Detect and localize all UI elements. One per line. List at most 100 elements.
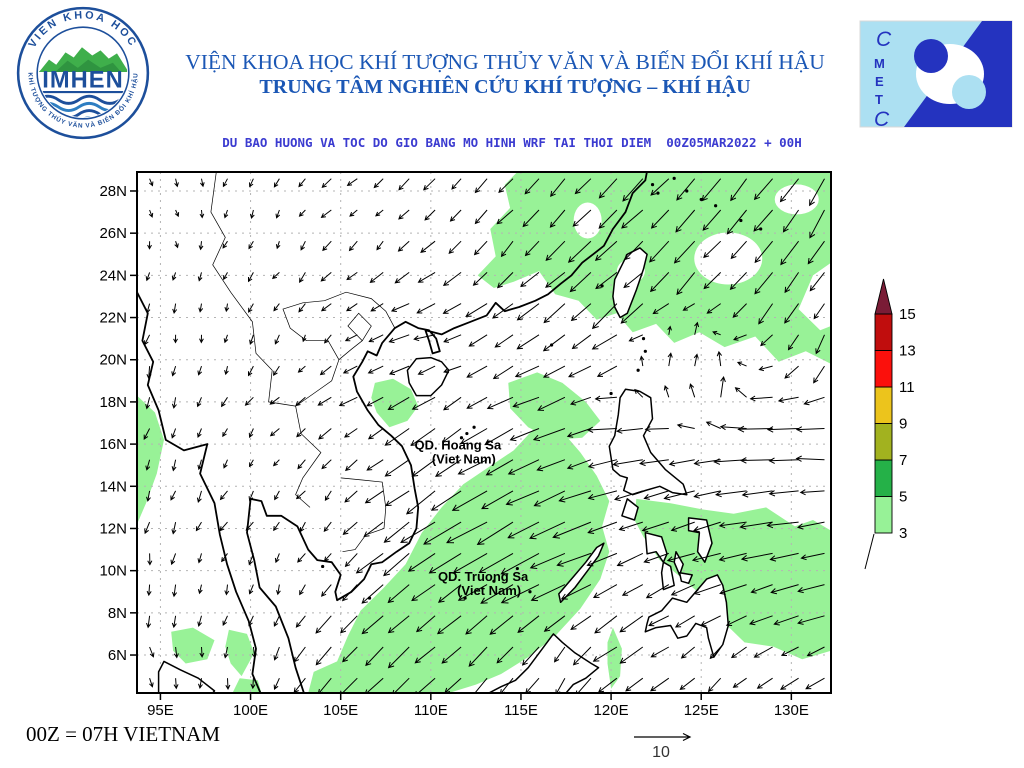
wind-arrow <box>784 303 800 324</box>
wind-arrow <box>725 615 747 626</box>
wind-arrow <box>249 178 254 188</box>
colorbar-label: 13 <box>899 343 916 360</box>
wind-arrow <box>543 615 566 632</box>
cmetc-letters: C M E T C <box>874 28 892 131</box>
wind-arrow <box>616 427 643 434</box>
wind-arrow <box>618 521 643 532</box>
wind-arrow <box>385 490 410 507</box>
wind-arrow <box>587 490 618 501</box>
small-island <box>609 391 613 396</box>
wind-arrow <box>542 365 566 378</box>
wind-arrow <box>376 240 384 251</box>
grid-layer <box>137 172 831 693</box>
wind-arrow <box>718 552 747 562</box>
shaded-region-northeast-sea <box>477 172 831 364</box>
wind-arrow <box>468 646 488 667</box>
map-annotation: QD. Truong Sa <box>438 569 529 584</box>
wind-arrow <box>732 677 747 688</box>
wind-arrow <box>739 457 773 464</box>
wind-arrow <box>144 521 151 535</box>
wind-arrow <box>460 428 488 445</box>
wind-arrow <box>384 428 410 446</box>
wind-arrow <box>248 459 254 468</box>
wind-arrow <box>173 678 179 690</box>
wind-arrow <box>650 209 670 229</box>
wind-arrow <box>171 615 177 629</box>
wind-arrow <box>320 303 332 312</box>
lat-tick-label: 28N <box>99 183 127 200</box>
colorbar-label: 5 <box>899 489 907 506</box>
wind-arrow <box>195 521 202 532</box>
wind-arrow <box>558 490 592 503</box>
wind-arrow <box>740 552 773 562</box>
wind-arrow <box>273 646 280 661</box>
wind-arrow <box>481 490 514 510</box>
wind-arrow <box>694 321 700 335</box>
wind-arrow <box>457 584 488 601</box>
wind-arrow <box>598 178 618 199</box>
wind-arrow <box>507 459 540 475</box>
timezone-note: 00Z = 07H VIETNAM <box>26 722 221 746</box>
wind-arrow <box>591 303 618 330</box>
small-island <box>600 284 604 288</box>
wind-arrow <box>370 303 384 312</box>
wind-arrow <box>200 178 205 188</box>
wind-arrow <box>689 383 696 398</box>
wind-arrow <box>299 584 306 596</box>
wind-arrow <box>441 646 462 664</box>
island-coastline <box>678 572 693 585</box>
wind-arrow <box>619 646 644 664</box>
small-island <box>492 579 496 583</box>
wind-arrow <box>144 334 151 346</box>
cmetc-logo: C M E T C <box>859 20 1013 131</box>
wind-arrow <box>340 615 358 634</box>
wind-arrow <box>364 677 384 693</box>
wind-arrow <box>146 584 152 597</box>
shaded-region-east-of-philippines <box>634 498 831 660</box>
wind-arrow <box>221 553 228 563</box>
wind-arrow <box>225 678 231 690</box>
wind-arrow <box>224 584 230 596</box>
wind-arrow <box>172 584 178 598</box>
wind-arrow <box>592 646 618 662</box>
lat-tick-label: 18N <box>99 394 127 411</box>
wind-arrow <box>760 334 773 347</box>
cmetc-letter: E <box>875 74 884 89</box>
map-annotations: QD. Hoang Sa(Viet Nam)QD. Truong Sa(Viet… <box>415 437 529 598</box>
wind-arrow <box>797 584 825 594</box>
wind-arrow <box>274 553 280 564</box>
wind-arrow <box>643 490 669 500</box>
wind-arrow <box>666 552 695 563</box>
wind-arrow <box>365 646 384 667</box>
wind-arrow <box>321 178 332 189</box>
wind-arrow <box>472 272 488 286</box>
colorbar-segment <box>874 459 893 497</box>
wind-arrow <box>250 209 255 220</box>
wind-arrow <box>417 271 436 283</box>
wind-arrow <box>667 325 672 335</box>
small-island <box>643 349 647 353</box>
shaded-region-andaman-blob <box>171 627 215 664</box>
wind-arrow <box>596 365 618 377</box>
wind-arrow <box>276 584 281 596</box>
wind-arrow <box>273 677 280 690</box>
lon-tick-label: 105E <box>323 702 358 719</box>
wind-arrow <box>361 584 384 604</box>
wind-arrow <box>591 334 618 350</box>
map-frame <box>136 171 832 694</box>
lon-tick-label: 115E <box>504 702 538 719</box>
small-island <box>636 368 640 372</box>
wind-arrow <box>297 365 306 373</box>
wind-arrow <box>809 178 825 207</box>
cmetc-letter: T <box>875 92 883 107</box>
wind-arrow <box>317 396 332 406</box>
small-island <box>739 218 743 223</box>
wind-arrow <box>300 240 306 251</box>
wind-arrow <box>625 677 644 692</box>
wind-arrow <box>295 490 306 500</box>
wind-arrow <box>734 387 747 398</box>
wind-arrow <box>550 178 566 198</box>
map-annotation: QD. Hoang Sa <box>415 437 502 452</box>
colorbar-label: 9 <box>899 416 907 433</box>
island-coastline <box>608 388 688 496</box>
